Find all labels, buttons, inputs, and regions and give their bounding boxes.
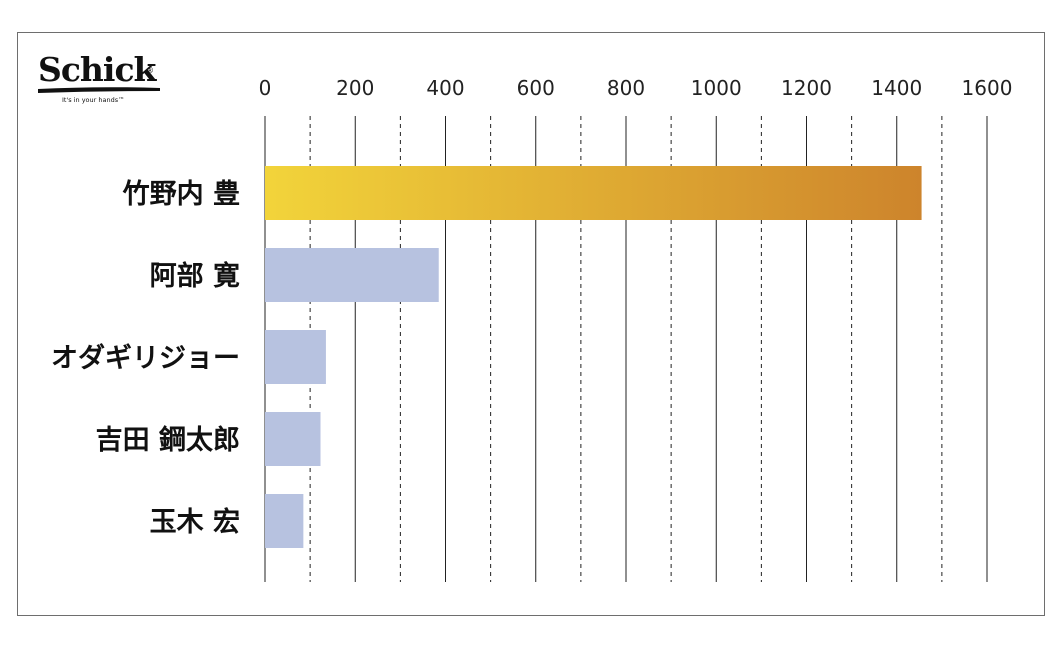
category-label: 阿部 寛 xyxy=(150,260,240,292)
schick-logo: Schick ® It's in your hands™ xyxy=(38,52,168,104)
category-label: 玉木 宏 xyxy=(150,506,240,538)
category-label: 吉田 鋼太郎 xyxy=(96,425,240,456)
category-label: 竹野内 豊 xyxy=(122,178,240,210)
bar xyxy=(265,166,922,220)
logo-registered-mark: ® xyxy=(146,66,154,75)
x-axis-tick-labels: 0 200 400 600 800 1000 1200 1400 1600 xyxy=(259,76,1013,100)
x-tick-label: 600 xyxy=(517,76,555,100)
x-tick-label: 1000 xyxy=(691,76,742,100)
x-tick-label: 1200 xyxy=(781,76,832,100)
x-tick-label: 800 xyxy=(607,76,645,100)
bar xyxy=(265,330,326,384)
bar xyxy=(265,412,321,466)
x-tick-label: 200 xyxy=(336,76,374,100)
bar xyxy=(265,248,439,302)
logo-tagline: It's in your hands™ xyxy=(62,96,125,104)
bar xyxy=(265,494,304,548)
x-tick-label: 0 xyxy=(259,76,272,100)
logo-wordmark: Schick xyxy=(38,50,156,89)
x-tick-label: 1600 xyxy=(962,76,1013,100)
logo-swoosh-icon xyxy=(38,87,160,93)
bars xyxy=(265,166,922,548)
category-label: オダギリジョー xyxy=(51,342,240,374)
x-tick-label: 400 xyxy=(426,76,464,100)
chart-frame xyxy=(17,32,1045,616)
x-tick-label: 1400 xyxy=(871,76,922,100)
